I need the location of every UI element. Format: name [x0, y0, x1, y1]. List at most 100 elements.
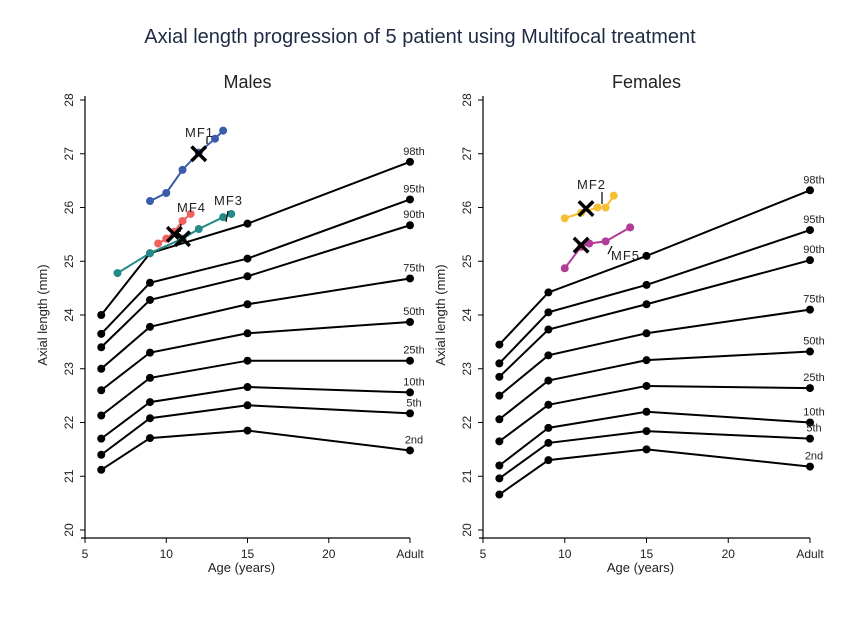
percentile-point — [243, 219, 252, 228]
percentile-point — [642, 329, 651, 338]
percentile-line-5th — [498, 430, 811, 480]
y-tick-label: 28 — [460, 93, 474, 107]
percentile-point — [406, 356, 414, 365]
x-axis-label: Age (years) — [607, 560, 674, 575]
percentile-point — [806, 226, 814, 235]
percentile-label: 98th — [403, 146, 424, 158]
patient-point — [146, 249, 154, 258]
percentile-point — [495, 474, 504, 483]
patient-point — [178, 165, 187, 174]
percentile-point — [806, 186, 814, 195]
percentile-line-25th — [498, 384, 811, 443]
patient-line-mf3 — [116, 213, 232, 274]
percentile-line-2nd — [100, 429, 411, 471]
percentile-point — [97, 386, 106, 395]
percentile-label: 25th — [803, 372, 824, 384]
percentile-point — [642, 356, 651, 365]
x-tick-label: 10 — [558, 547, 572, 561]
percentile-label: 2nd — [805, 451, 823, 463]
percentile-point — [97, 411, 106, 420]
percentile-point — [97, 465, 106, 474]
percentile-line-90th — [100, 224, 411, 348]
patient-point — [601, 237, 610, 246]
patient-point — [154, 239, 163, 248]
percentile-point — [406, 221, 414, 230]
percentile-line-10th — [100, 386, 411, 440]
percentile-point — [642, 251, 651, 260]
percentile-point — [642, 300, 651, 309]
patient-point — [609, 191, 618, 200]
percentile-line-98th — [498, 189, 811, 346]
percentile-point — [97, 311, 106, 319]
y-tick-label: 25 — [460, 254, 474, 268]
y-tick-label: 20 — [460, 523, 474, 537]
percentile-label: 50th — [803, 336, 824, 348]
percentile-label: 10th — [403, 376, 424, 388]
percentile-line-95th — [498, 229, 811, 365]
y-tick-label: 22 — [62, 416, 76, 430]
percentile-point — [544, 400, 553, 409]
percentile-point — [146, 434, 154, 443]
percentile-label: 90th — [803, 244, 824, 256]
y-tick-label: 21 — [62, 469, 76, 483]
percentile-label: 50th — [403, 306, 424, 318]
percentile-line-98th — [100, 160, 411, 316]
percentile-point — [495, 461, 504, 470]
percentile-point — [243, 426, 252, 435]
percentile-point — [495, 437, 504, 446]
y-tick-label: 21 — [460, 469, 474, 483]
patient-point — [585, 239, 594, 248]
patient-point — [560, 214, 569, 223]
percentile-point — [806, 462, 814, 471]
percentile-point — [406, 409, 414, 418]
patient-point — [227, 209, 236, 218]
y-tick-label: 23 — [460, 362, 474, 376]
percentile-point — [544, 438, 553, 447]
percentile-point — [146, 398, 154, 407]
patient-point — [146, 197, 154, 206]
patient-label-mf3: MF3 — [214, 193, 243, 208]
panel-males: Males 20 21 22 23 24 25 26 27 28 5 10 15 20 Adult Age (… — [35, 72, 425, 575]
percentile-line-25th — [100, 359, 410, 417]
panel-title: Females — [612, 72, 681, 92]
percentile-line-95th — [100, 198, 411, 335]
percentile-point — [146, 414, 154, 423]
x-tick-label: 10 — [160, 547, 174, 561]
percentile-label: 5th — [406, 397, 421, 409]
treatment-start-marker — [174, 230, 191, 248]
y-tick-label: 23 — [62, 362, 76, 376]
x-tick-label: 5 — [82, 547, 89, 561]
x-tick-label: Adult — [396, 547, 424, 561]
patient-point — [626, 223, 635, 232]
percentile-point — [406, 317, 414, 326]
percentile-point — [243, 329, 252, 338]
patient-point — [211, 134, 219, 143]
percentile-point — [146, 348, 154, 357]
percentile-point — [544, 325, 553, 334]
percentile-point — [243, 254, 252, 263]
treatment-start-marker — [572, 236, 590, 254]
y-tick-label: 24 — [460, 308, 474, 322]
percentile-point — [406, 195, 414, 204]
percentile-point — [243, 356, 252, 365]
percentile-line-75th — [100, 277, 411, 370]
percentile-point — [495, 490, 504, 499]
x-tick-label: 15 — [241, 547, 255, 561]
patient-label-mf1: MF1 — [185, 125, 214, 140]
percentile-point — [544, 423, 553, 432]
percentile-point — [146, 322, 154, 331]
patient-point — [219, 213, 228, 222]
x-tick-label: 5 — [480, 547, 487, 561]
y-tick-label: 27 — [62, 147, 76, 161]
x-tick-label: 20 — [722, 547, 736, 561]
percentile-point — [544, 351, 553, 360]
percentile-line-10th — [498, 410, 811, 467]
percentile-line-5th — [100, 404, 411, 456]
patient-point — [186, 209, 195, 218]
percentile-point — [642, 407, 651, 416]
y-tick-label: 25 — [62, 254, 76, 268]
y-tick-label: 28 — [62, 93, 76, 107]
y-tick-label: 26 — [460, 201, 474, 215]
treatment-start-marker — [165, 225, 183, 243]
percentile-point — [97, 364, 106, 373]
